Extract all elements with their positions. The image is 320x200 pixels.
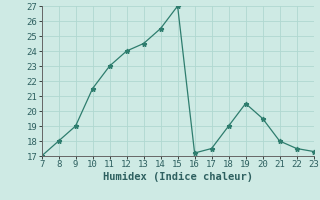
X-axis label: Humidex (Indice chaleur): Humidex (Indice chaleur) <box>103 172 252 182</box>
